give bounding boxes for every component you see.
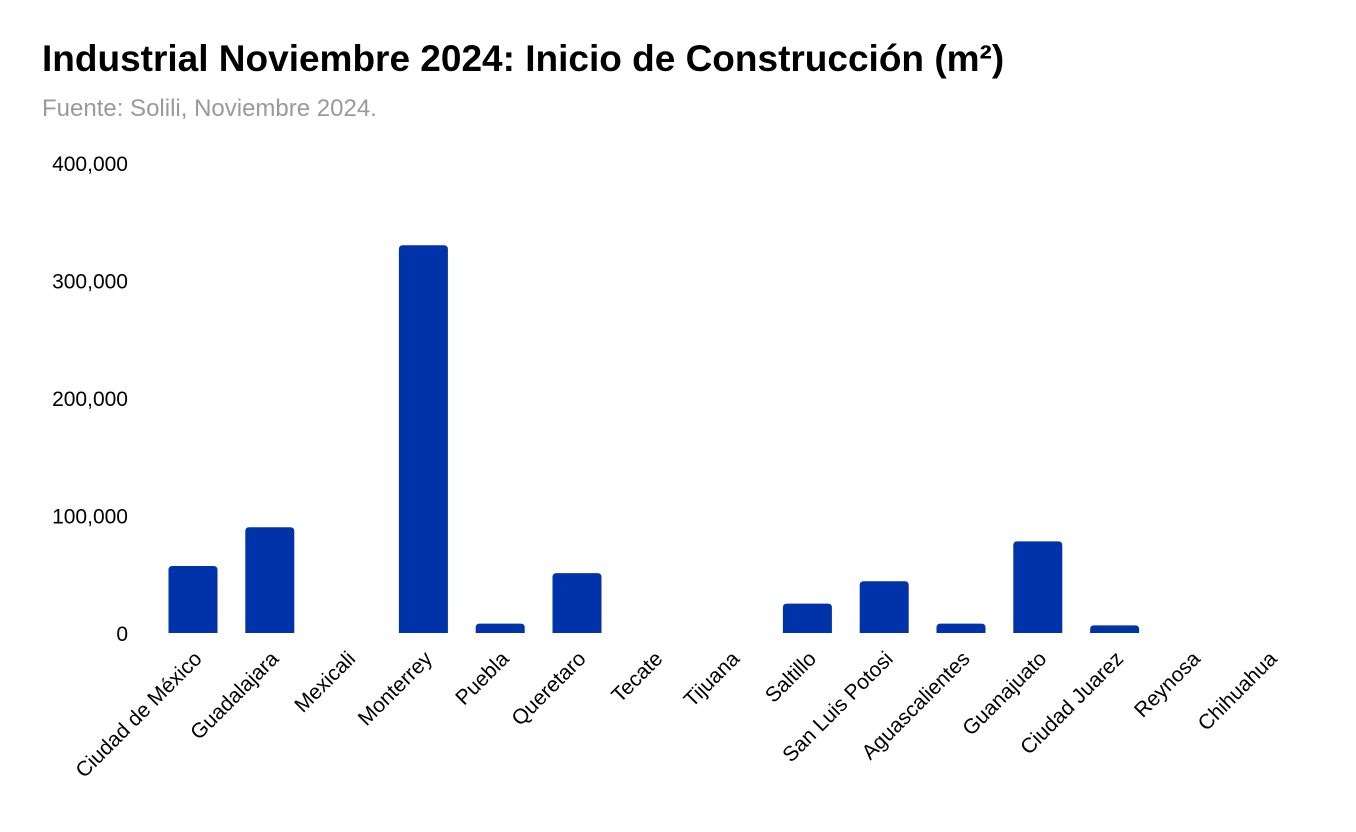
chart-subtitle: Fuente: Solili, Noviembre 2024. — [42, 95, 377, 122]
bar — [245, 527, 295, 633]
x-tick-label: Tijuana — [680, 647, 745, 712]
x-tick-label: Chihuahua — [1194, 647, 1282, 735]
x-tick-label: Tecate — [607, 647, 667, 707]
bar — [398, 245, 448, 633]
bar — [1013, 541, 1063, 633]
y-tick-label: 200,000 — [52, 388, 128, 411]
bar — [859, 581, 909, 633]
bar — [1090, 625, 1140, 633]
bar — [936, 623, 986, 633]
x-tick-label: Reynosa — [1130, 647, 1205, 722]
x-tick-label: Ciudad de México — [71, 647, 206, 782]
bar — [552, 573, 602, 633]
bar — [782, 603, 832, 633]
bar — [168, 566, 218, 633]
x-tick-label: Monterrey — [354, 647, 437, 730]
y-tick-label: 400,000 — [52, 153, 128, 176]
y-tick-label: 300,000 — [52, 271, 128, 294]
x-tick-label: Puebla — [451, 647, 514, 710]
y-axis-ticks: 0 100,000 200,000 300,000 400,000 — [52, 153, 128, 646]
x-tick-label: Saltillo — [761, 647, 821, 707]
x-tick-label: Mexicali — [290, 647, 360, 717]
chart-title: Industrial Noviembre 2024: Inicio de Con… — [42, 38, 1005, 79]
bars-group — [168, 245, 1140, 633]
x-tick-label: Queretaro — [507, 647, 590, 730]
bar — [475, 623, 525, 633]
y-tick-label: 0 — [116, 623, 128, 646]
y-tick-label: 100,000 — [52, 506, 128, 529]
